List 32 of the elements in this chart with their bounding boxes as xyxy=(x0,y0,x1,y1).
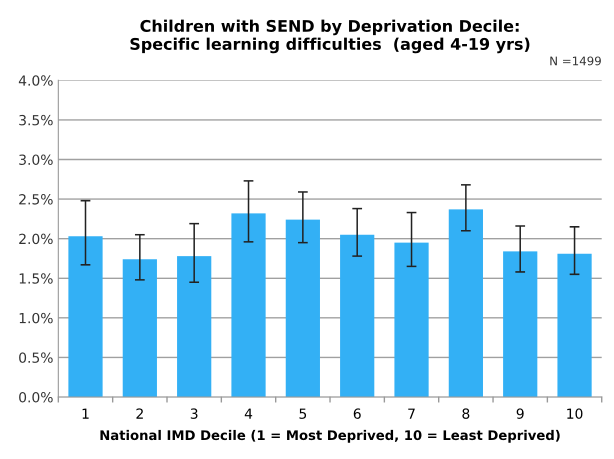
x-tick-label: 5 xyxy=(300,408,306,419)
bar xyxy=(340,234,374,398)
bar xyxy=(503,251,538,398)
text: N =1499 xyxy=(550,56,601,66)
bar xyxy=(448,209,483,398)
x-tick-label: 8 xyxy=(462,408,470,419)
x-tick-label: 9 xyxy=(516,408,524,419)
x-tick-label: 4 xyxy=(244,408,252,419)
y-tick-label: 4.0% xyxy=(18,75,53,86)
y-tick-label: 2.5% xyxy=(19,194,53,205)
y-tick-label: 0.0% xyxy=(19,392,53,403)
bar xyxy=(177,256,212,398)
y-tick-label: 1.5% xyxy=(20,273,53,284)
y-tick-label: 0.5% xyxy=(19,352,53,363)
bar xyxy=(394,242,429,398)
y-tick-label: 3.5% xyxy=(19,114,53,126)
x-tick-label: 7 xyxy=(408,408,415,419)
x-tick-label: 1 xyxy=(82,408,89,419)
bar xyxy=(68,236,103,398)
y-tick-label: 1.0% xyxy=(20,312,53,324)
x-tick-label: 6 xyxy=(354,408,361,419)
bar xyxy=(557,254,592,398)
x-tick-label: 10 xyxy=(567,408,582,419)
x-axis-title: National IMD Decile (1 = Most Deprived, 10 = Least Deprived) xyxy=(100,430,560,443)
bar xyxy=(286,220,320,398)
y-tick-label: 2.0% xyxy=(19,234,53,244)
y-tick-label: 3.0% xyxy=(19,154,53,165)
x-tick-label: 3 xyxy=(190,408,198,419)
x-tick-label: 2 xyxy=(136,408,143,419)
bar xyxy=(231,213,266,398)
chart-title: Children with SEND by Deprivation Decile: Specific learning difficulties (aged 4-19 yrs) xyxy=(130,20,530,54)
bar xyxy=(122,259,157,398)
